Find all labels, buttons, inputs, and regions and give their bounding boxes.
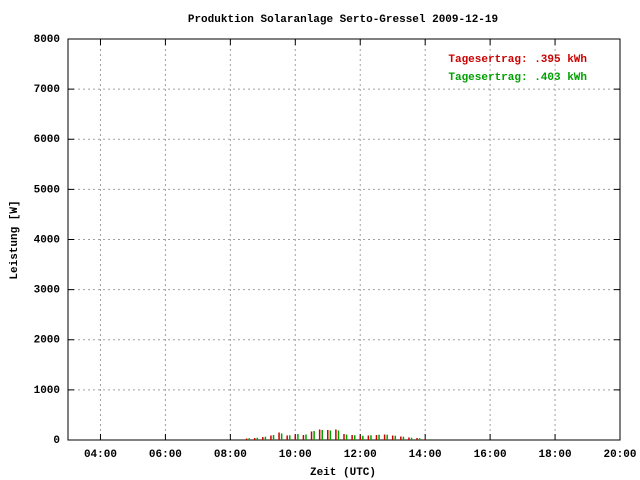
y-tick-label: 2000 xyxy=(34,335,60,347)
x-tick-label: 04:00 xyxy=(84,449,117,461)
y-tick-label: 5000 xyxy=(34,184,60,196)
y-tick-label: 3000 xyxy=(34,285,60,297)
y-tick-label: 6000 xyxy=(34,134,60,146)
x-tick-label: 20:00 xyxy=(603,449,636,461)
x-axis-label: Zeit (UTC) xyxy=(310,467,376,479)
x-tick-label: 08:00 xyxy=(214,449,247,461)
x-tick-label: 12:00 xyxy=(344,449,377,461)
legend-entry: Tagesertrag: .403 kWh xyxy=(448,72,587,84)
x-tick-label: 10:00 xyxy=(279,449,312,461)
y-tick-label: 4000 xyxy=(34,234,60,246)
legend-entry: Tagesertrag: .395 kWh xyxy=(448,54,587,66)
x-tick-label: 14:00 xyxy=(409,449,442,461)
y-tick-label: 7000 xyxy=(34,84,60,96)
y-axis-label: Leistung [W] xyxy=(9,200,21,279)
x-tick-label: 06:00 xyxy=(149,449,182,461)
y-tick-label: 8000 xyxy=(34,34,60,46)
chart-title: Produktion Solaranlage Serto-Gressel 200… xyxy=(188,14,498,26)
x-tick-label: 18:00 xyxy=(539,449,572,461)
y-tick-label: 0 xyxy=(53,435,60,447)
x-tick-label: 16:00 xyxy=(474,449,507,461)
y-tick-label: 1000 xyxy=(34,385,60,397)
